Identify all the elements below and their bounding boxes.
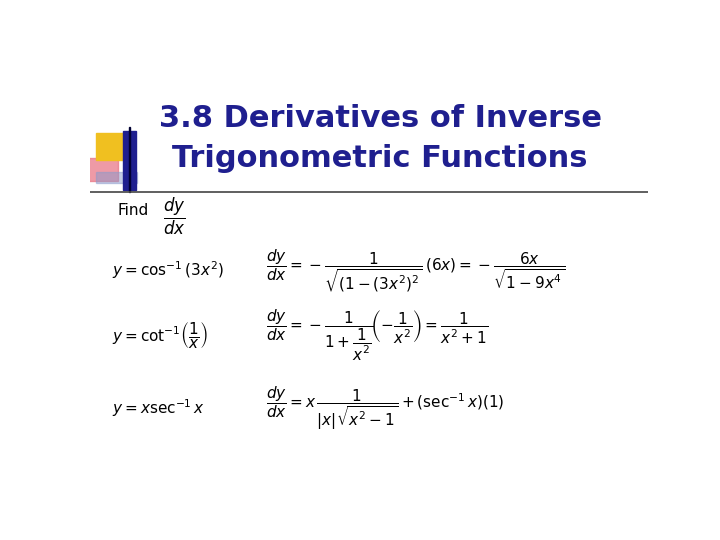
Text: 3.8 Derivatives of Inverse: 3.8 Derivatives of Inverse <box>158 104 602 133</box>
Text: $\dfrac{dy}{dx}$: $\dfrac{dy}{dx}$ <box>163 196 185 237</box>
FancyBboxPatch shape <box>87 158 118 181</box>
Text: $\dfrac{dy}{dx} = x\,\dfrac{1}{|x|\sqrt{x^2-1}} + (\sec^{-1} x)(1)$: $\dfrac{dy}{dx} = x\,\dfrac{1}{|x|\sqrt{… <box>266 384 504 431</box>
Text: Find: Find <box>118 203 149 218</box>
Text: Trigonometric Functions: Trigonometric Functions <box>172 144 588 173</box>
FancyBboxPatch shape <box>96 133 132 160</box>
Text: $y = x\sec^{-1} x$: $y = x\sec^{-1} x$ <box>112 397 205 418</box>
FancyBboxPatch shape <box>124 131 136 190</box>
Text: $\dfrac{dy}{dx} = -\dfrac{1}{1+\dfrac{1}{x^2}}\!\left(-\dfrac{1}{x^2}\right) = \: $\dfrac{dy}{dx} = -\dfrac{1}{1+\dfrac{1}… <box>266 307 488 363</box>
Text: $y = \cos^{-1}(3x^2)$: $y = \cos^{-1}(3x^2)$ <box>112 260 224 281</box>
FancyBboxPatch shape <box>128 127 130 192</box>
Text: $\dfrac{dy}{dx} = -\dfrac{1}{\sqrt{(1-(3x^2)^2}}\,(6x) = -\dfrac{6x}{\sqrt{1-9x^: $\dfrac{dy}{dx} = -\dfrac{1}{\sqrt{(1-(3… <box>266 247 564 294</box>
FancyBboxPatch shape <box>96 172 138 183</box>
Text: $y = \cot^{-1}\!\left(\dfrac{1}{x}\right)$: $y = \cot^{-1}\!\left(\dfrac{1}{x}\right… <box>112 320 209 350</box>
